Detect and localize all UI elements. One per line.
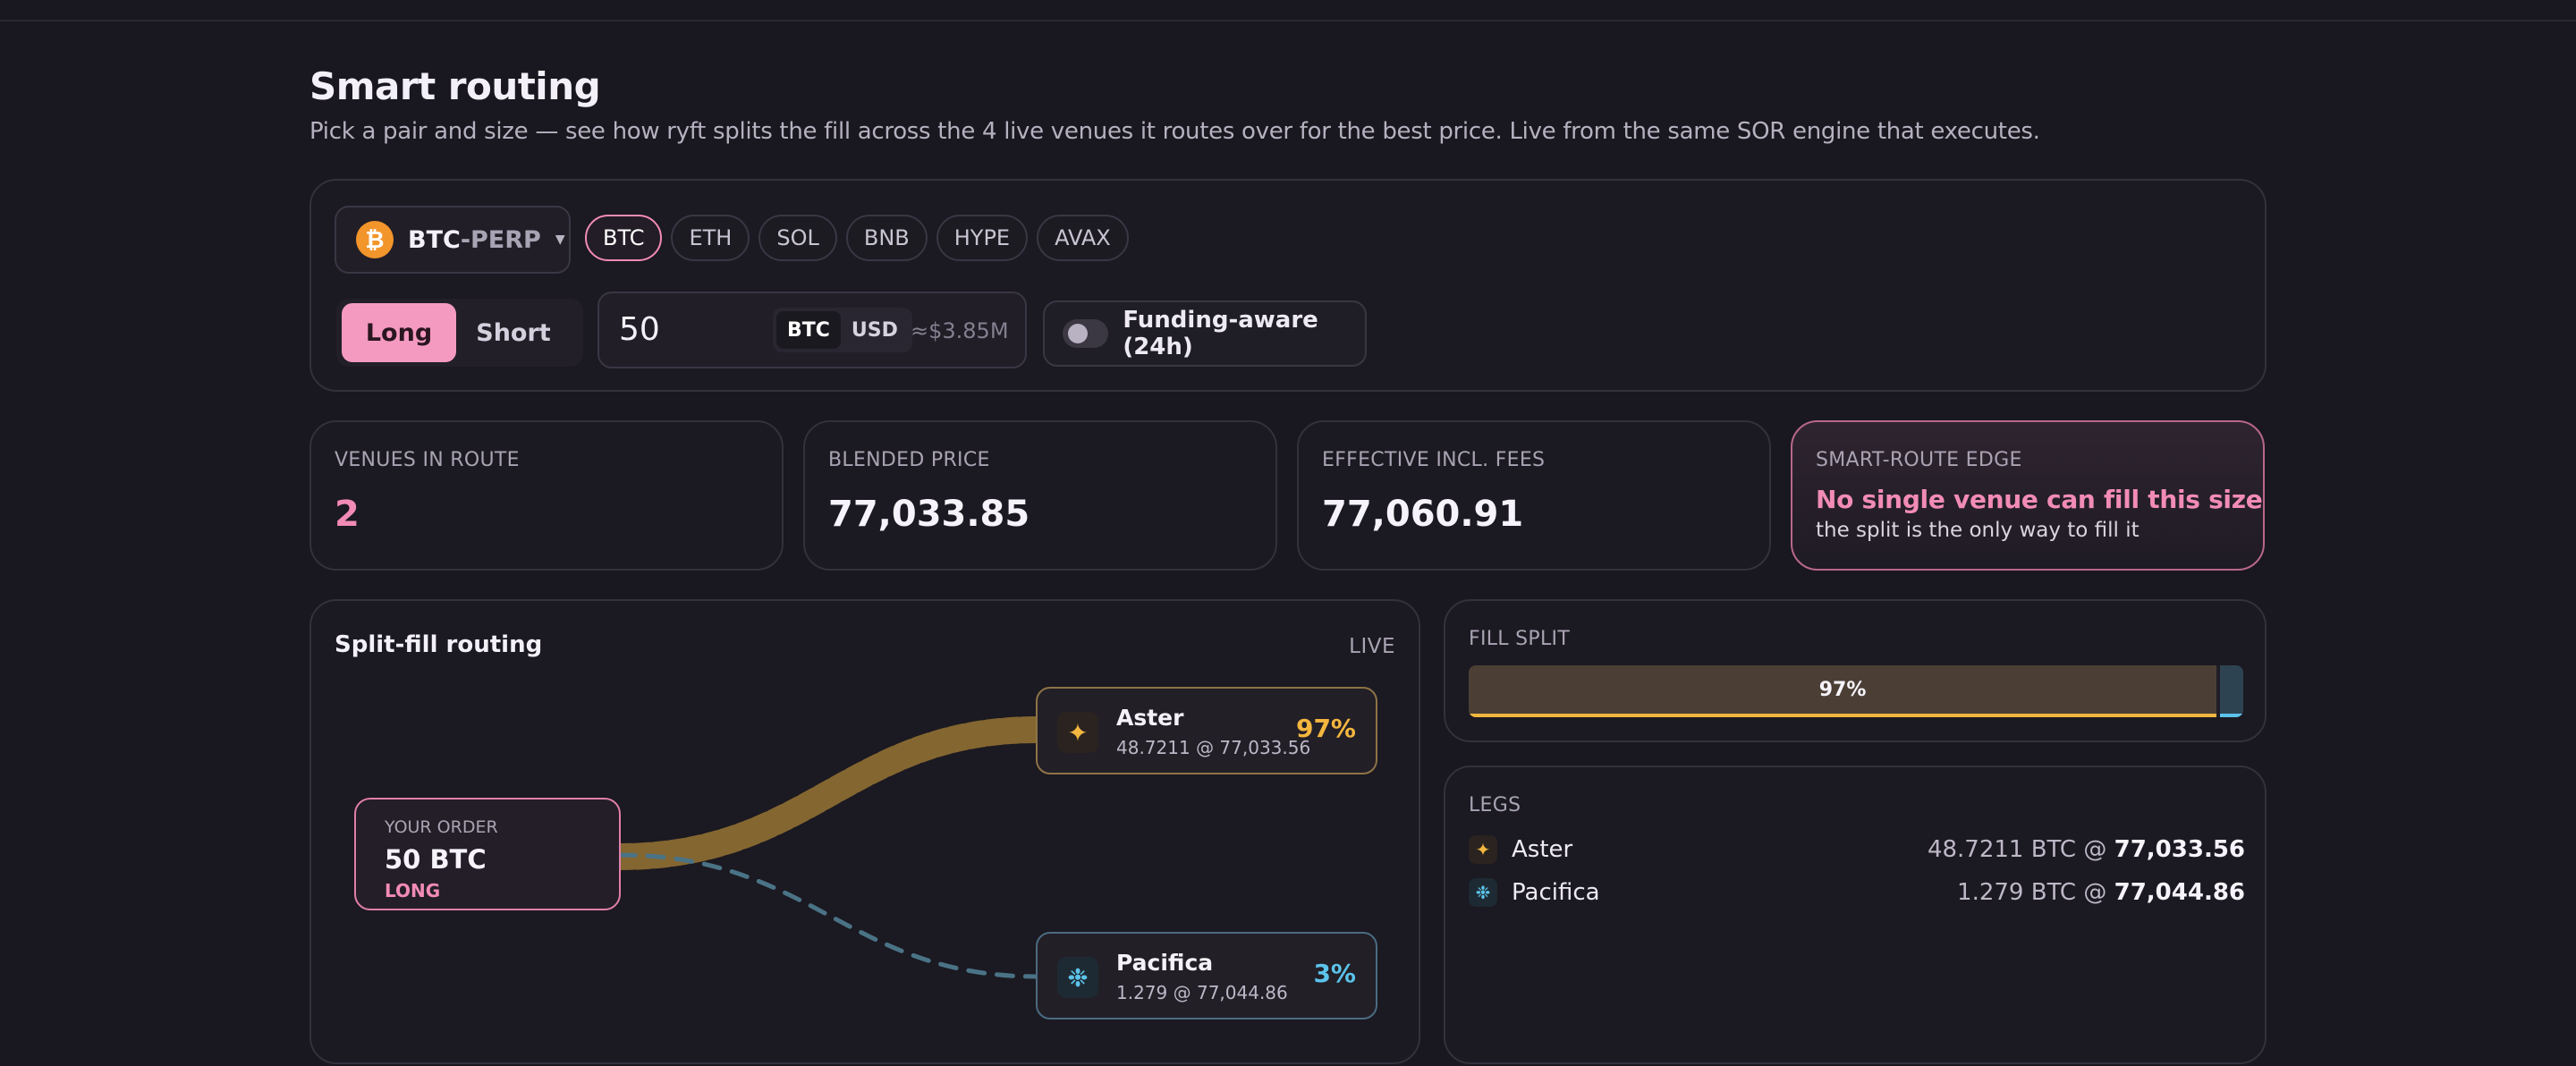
leg-price: 77,044.86 [2114, 879, 2245, 906]
fill-split-bar: 97% [1469, 665, 2243, 717]
page-subtitle: Pick a pair and size — see how ryft spli… [309, 118, 2040, 145]
asset-chip-eth[interactable]: ETH [671, 215, 750, 261]
stat-value: 77,060.91 [1322, 494, 1524, 535]
venue-name: Aster [1116, 705, 1184, 731]
leg-quantity: 1.279 BTC @ 77,044.86 [1957, 879, 2245, 906]
funding-aware-toggle[interactable]: Funding-aware (24h) [1043, 300, 1367, 367]
side-toggle: Long Short [336, 299, 583, 367]
live-badge: LIVE [1349, 635, 1395, 658]
your-order-node: YOUR ORDER 50 BTC LONG [354, 798, 621, 910]
stat-label: BLENDED PRICE [828, 449, 990, 471]
size-input[interactable]: 50 BTC USD ≈$3.85M [597, 292, 1027, 368]
stat-value: 2 [335, 494, 360, 535]
bitcoin-icon: ₿ [356, 221, 394, 258]
asset-chip-hype[interactable]: HYPE [936, 215, 1029, 261]
order-side: LONG [385, 880, 441, 901]
leg-row-aster: ✦ Aster 48.7211 BTC @ 77,033.56 [1469, 832, 2245, 867]
aster-star-icon: ✦ [1057, 712, 1098, 753]
leg-row-pacifica: ❉ Pacifica 1.279 BTC @ 77,044.86 [1469, 875, 2245, 910]
asset-chip-bnb[interactable]: BNB [845, 215, 928, 261]
leg-venue-name: Aster [1512, 836, 1573, 863]
venue-fill: 1.279 @ 77,044.86 [1116, 982, 1288, 1003]
switch-knob [1068, 324, 1088, 343]
edge-subtext: the split is the only way to fill it [1816, 519, 2140, 542]
asset-chips: BTC ETH SOL BNB HYPE AVAX [585, 215, 1129, 261]
routing-flow-diagram [606, 716, 1051, 979]
venue-percent: 97% [1295, 714, 1356, 743]
legs-panel: LEGS ✦ Aster 48.7211 BTC @ 77,033.56 ❉ P… [1444, 766, 2267, 1064]
stat-venues-in-route: VENUES IN ROUTE 2 [309, 420, 784, 571]
stat-label: SMART-ROUTE EDGE [1816, 449, 2022, 471]
funding-label: Funding-aware (24h) [1123, 307, 1318, 360]
aster-flow-path [606, 716, 1051, 870]
short-button[interactable]: Short [476, 318, 551, 347]
asset-chip-sol[interactable]: SOL [758, 215, 837, 261]
chevron-down-icon: ▼ [555, 233, 565, 247]
stat-label: EFFECTIVE INCL. FEES [1322, 449, 1546, 471]
top-divider [0, 20, 2576, 21]
leg-qty: 1.279 BTC @ [1957, 879, 2114, 906]
controls-panel: ₿ BTC -PERP ▼ BTC ETH SOL BNB HYPE AVAX L… [309, 179, 2267, 392]
pacifica-icon: ❉ [1057, 957, 1098, 998]
notional-approx: ≈$3.85M [911, 318, 1009, 343]
stat-blended-price: BLENDED PRICE 77,033.85 [803, 420, 1277, 571]
unit-toggle: BTC USD [773, 308, 912, 352]
venue-node-aster[interactable]: ✦ Aster 48.7211 @ 77,033.56 97% [1036, 687, 1377, 774]
order-kicker: YOUR ORDER [385, 817, 498, 837]
pacifica-flow-path [616, 852, 1040, 979]
edge-headline: No single venue can fill this size [1816, 485, 2263, 514]
fill-split-panel: FILL SPLIT 97% [1444, 599, 2267, 742]
legs-label: LEGS [1469, 794, 1521, 816]
venue-fill: 48.7211 @ 77,033.56 [1116, 737, 1311, 758]
stat-value: 77,033.85 [828, 494, 1030, 535]
stat-effective-incl-fees: EFFECTIVE INCL. FEES 77,060.91 [1297, 420, 1771, 571]
split-segment-aster: 97% [1469, 665, 2217, 717]
pair-quote: -PERP [460, 225, 541, 254]
funding-switch[interactable] [1063, 319, 1109, 348]
stat-smart-route-edge: SMART-ROUTE EDGE No single venue can fil… [1791, 420, 2265, 571]
leg-price: 77,033.56 [2114, 836, 2245, 863]
long-button[interactable]: Long [342, 303, 456, 362]
pair-selector[interactable]: ₿ BTC -PERP ▼ [335, 206, 571, 274]
pair-base: BTC [408, 225, 461, 254]
unit-usd-button[interactable]: USD [851, 318, 898, 342]
order-size: 50 BTC [385, 844, 487, 875]
aster-star-icon: ✦ [1469, 835, 1497, 864]
split-segment-label: 97% [1818, 678, 1867, 701]
leg-quantity: 48.7211 BTC @ 77,033.56 [1928, 836, 2245, 863]
asset-chip-btc[interactable]: BTC [585, 215, 663, 261]
stat-label: VENUES IN ROUTE [335, 449, 520, 471]
fill-split-label: FILL SPLIT [1469, 628, 1571, 650]
page-title: Smart routing [309, 64, 601, 108]
routing-title: Split-fill routing [335, 631, 543, 658]
unit-btc-button[interactable]: BTC [776, 311, 841, 349]
pacifica-icon: ❉ [1469, 878, 1497, 907]
asset-chip-avax[interactable]: AVAX [1037, 215, 1129, 261]
venue-node-pacifica[interactable]: ❉ Pacifica 1.279 @ 77,044.86 3% [1036, 932, 1377, 1019]
size-value[interactable]: 50 [619, 311, 660, 348]
split-fill-routing-panel: Split-fill routing LIVE YOUR ORDER 50 BT… [309, 599, 1420, 1064]
split-segment-pacifica [2220, 665, 2243, 717]
leg-venue-name: Pacifica [1512, 879, 1600, 906]
venue-name: Pacifica [1116, 950, 1214, 976]
venue-percent: 3% [1313, 959, 1356, 988]
leg-qty: 48.7211 BTC @ [1927, 836, 2114, 863]
